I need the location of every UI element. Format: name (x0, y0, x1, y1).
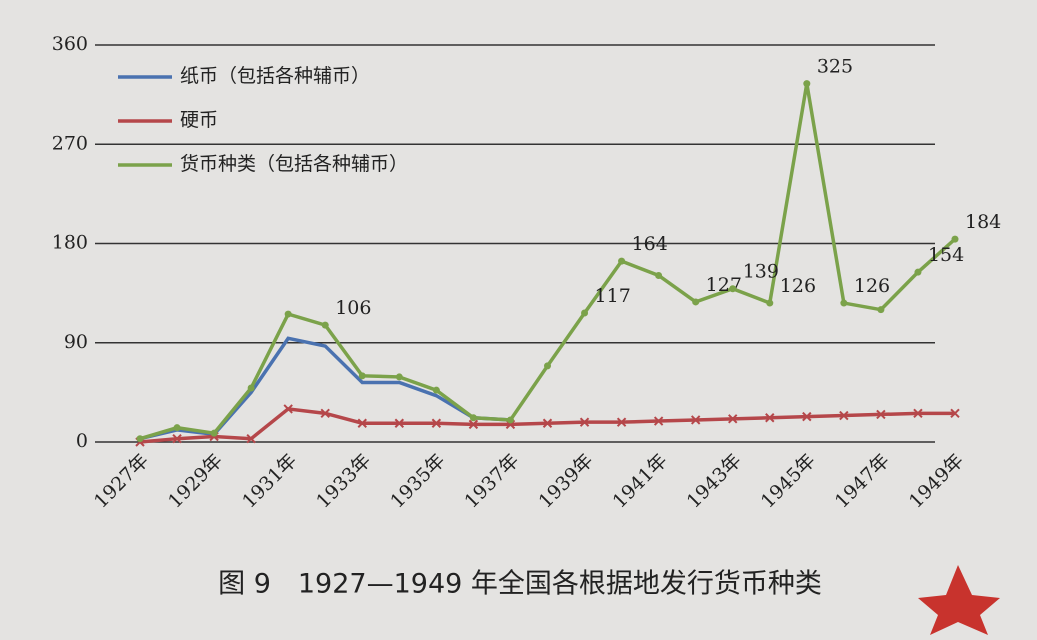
point (469, 414, 477, 422)
point (690, 415, 701, 425)
point (321, 321, 329, 329)
value-label: 184 (965, 211, 1001, 233)
x-tick-label: 1939年 (534, 450, 597, 513)
point (950, 408, 960, 419)
point (692, 298, 700, 306)
point (581, 309, 589, 317)
point (951, 235, 959, 243)
y-tick-label: 0 (76, 430, 88, 452)
point (432, 386, 440, 394)
value-label: 154 (928, 244, 964, 266)
x-tick-label: 1945年 (757, 450, 820, 513)
value-label: 164 (632, 233, 668, 255)
value-label: 126 (780, 275, 816, 297)
point (468, 419, 479, 430)
series-line (139, 407, 955, 444)
legend-label: 货币种类（包括各种辅币） (180, 153, 408, 175)
point (173, 424, 181, 432)
point (914, 268, 922, 276)
x-tick-label: 1943年 (683, 450, 746, 513)
point (802, 411, 812, 422)
x-tick-label: 1949年 (905, 450, 968, 513)
point (653, 416, 664, 426)
x-tick-label: 1927年 (90, 450, 153, 513)
point (618, 257, 626, 265)
y-tick-label: 270 (52, 132, 88, 154)
point (394, 418, 405, 428)
point (579, 417, 590, 427)
point (839, 410, 849, 421)
value-label: 106 (335, 297, 371, 319)
x-tick-label: 1929年 (164, 450, 227, 513)
value-label: 139 (743, 261, 779, 283)
point (876, 409, 886, 420)
y-tick-label: 90 (64, 331, 88, 353)
point (358, 372, 366, 380)
x-tick-label: 1941年 (609, 450, 672, 513)
point (803, 80, 811, 88)
legend-label: 纸币（包括各种辅币） (180, 65, 370, 87)
point (283, 404, 293, 414)
value-label: 126 (854, 275, 890, 297)
point (136, 435, 144, 443)
point (284, 310, 292, 318)
point (913, 408, 923, 419)
point (247, 384, 255, 392)
x-tick-label: 1933年 (312, 450, 375, 513)
point (210, 429, 218, 437)
y-tick-label: 180 (52, 232, 88, 254)
point (877, 306, 885, 314)
point (431, 418, 442, 428)
point (616, 417, 627, 427)
point (506, 416, 514, 424)
legend-label: 硬币 (180, 109, 218, 131)
x-tick-label: 1931年 (238, 450, 301, 513)
point (542, 418, 553, 428)
point (320, 408, 330, 419)
point (765, 413, 775, 423)
point (172, 433, 182, 444)
y-tick-label: 360 (52, 33, 88, 55)
point (246, 433, 256, 444)
point (728, 414, 738, 424)
x-tick-label: 1947年 (831, 450, 894, 513)
point (840, 299, 848, 307)
point (357, 418, 367, 428)
x-tick-label: 1937年 (460, 450, 523, 513)
series-line (139, 83, 957, 441)
point (544, 362, 551, 370)
chart-caption: 图 9 1927—1949 年全国各根据地发行货币种类 (218, 569, 822, 600)
point (766, 299, 774, 307)
value-label: 117 (595, 285, 631, 307)
x-tick-label: 1935年 (386, 450, 449, 513)
value-label: 325 (817, 56, 853, 78)
point (729, 285, 737, 293)
point (655, 271, 663, 279)
point (395, 373, 403, 381)
value-label: 127 (706, 274, 742, 296)
logo (918, 565, 1000, 635)
